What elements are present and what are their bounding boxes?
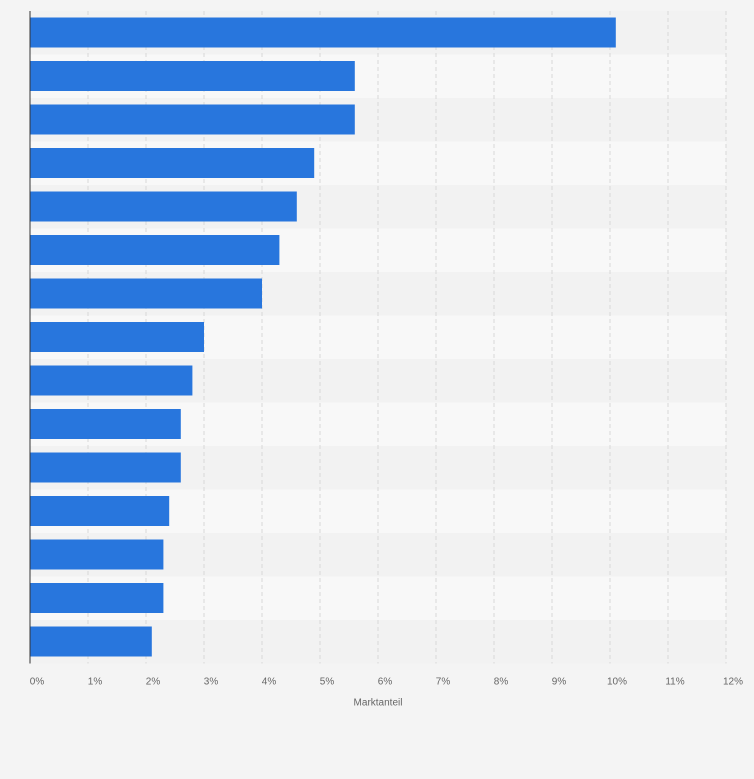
bar[interactable] bbox=[30, 322, 204, 352]
bar[interactable] bbox=[30, 104, 355, 135]
x-tick-label: 2% bbox=[146, 677, 161, 688]
bar[interactable] bbox=[30, 278, 262, 309]
x-tick-label: 0% bbox=[30, 677, 45, 688]
bar[interactable] bbox=[30, 626, 152, 657]
x-tick-label: 7% bbox=[436, 677, 451, 688]
bar[interactable] bbox=[30, 191, 297, 222]
bar[interactable] bbox=[30, 17, 616, 48]
x-tick-label: 11% bbox=[665, 677, 684, 688]
bar[interactable] bbox=[30, 365, 193, 396]
x-axis-ticks: 0% 1% 2% 3% 4% 5% 6% 7% 8% 9% 10% 11% 12% bbox=[30, 677, 743, 688]
x-tick-label: 9% bbox=[552, 677, 567, 688]
x-axis-title: Marktanteil bbox=[354, 698, 403, 709]
x-tick-label: 5% bbox=[320, 677, 335, 688]
x-tick-label: 10% bbox=[607, 677, 627, 688]
bars bbox=[30, 17, 616, 657]
bar[interactable] bbox=[30, 539, 164, 570]
x-tick-label: 6% bbox=[378, 677, 393, 688]
bar[interactable] bbox=[30, 409, 181, 439]
bar[interactable] bbox=[30, 583, 164, 613]
x-tick-label: 3% bbox=[204, 677, 219, 688]
x-tick-label: 8% bbox=[494, 677, 509, 688]
x-tick-label: 4% bbox=[262, 677, 277, 688]
bar[interactable] bbox=[30, 148, 315, 178]
x-tick-label: 1% bbox=[88, 677, 103, 688]
bar[interactable] bbox=[30, 452, 181, 483]
x-tick-label: 12% bbox=[723, 677, 743, 688]
bar[interactable] bbox=[30, 235, 280, 265]
bar[interactable] bbox=[30, 496, 170, 526]
bar[interactable] bbox=[30, 61, 355, 91]
